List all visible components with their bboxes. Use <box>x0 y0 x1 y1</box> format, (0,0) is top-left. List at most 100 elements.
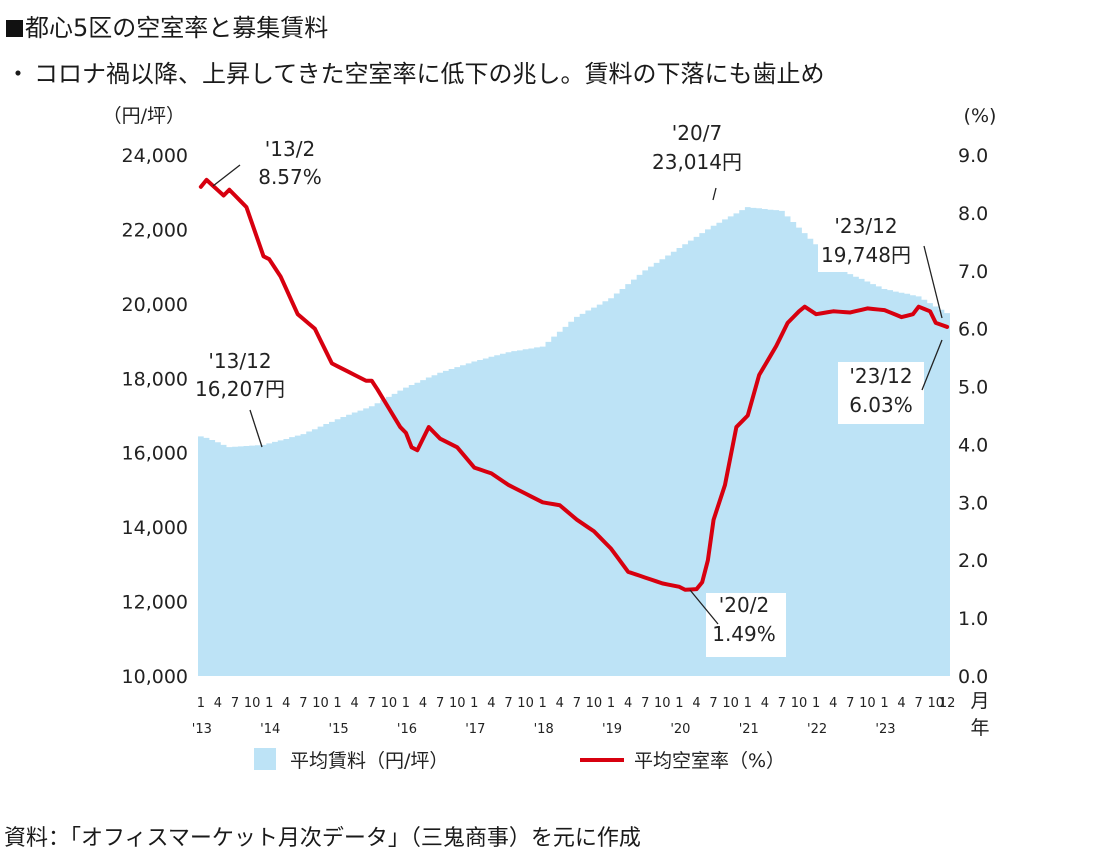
month-tick: 7 <box>368 696 376 711</box>
annotation-label: '20/2 <box>719 593 769 617</box>
legend: 平均賃料（円/坪） 平均空室率（%） <box>254 748 785 772</box>
month-tick: 1 <box>402 696 410 711</box>
annotation: '23/12 6.03% <box>838 339 943 424</box>
month-tick: 1 <box>607 696 615 711</box>
annotation-leader <box>923 245 943 319</box>
month-tick: 10 <box>312 696 329 711</box>
rent-area-series <box>198 207 950 676</box>
annotation-leader <box>212 164 241 187</box>
annotation-box <box>818 214 914 272</box>
annotation-box <box>838 362 924 424</box>
month-tick: 1 <box>470 696 478 711</box>
year-tick: '15 <box>329 722 349 737</box>
year-tick: '22 <box>807 722 827 737</box>
year-tick: '19 <box>602 722 622 737</box>
month-tick: 4 <box>897 696 905 711</box>
right-axis-tick: 9.0 <box>958 145 988 167</box>
annotation-label: '13/2 <box>265 137 315 161</box>
month-tick: 7 <box>846 696 854 711</box>
month-tick: 4 <box>761 696 769 711</box>
left-axis-unit: （円/坪） <box>103 105 185 127</box>
month-tick: 10 <box>927 696 944 711</box>
annotation-leader <box>689 589 719 625</box>
right-axis-tick: 6.0 <box>958 319 988 341</box>
right-axis-tick: 8.0 <box>958 203 988 225</box>
year-tick: '21 <box>739 722 759 737</box>
annotation-label: 1.49% <box>712 622 776 646</box>
chart-subtitle: ・コロナ禍以降、上昇してきた空室率に低下の兆し。賃料の下落にも歯止め <box>6 60 825 88</box>
year-tick: '14 <box>260 722 280 737</box>
annotation-leader <box>921 339 943 391</box>
month-tick: 4 <box>556 696 564 711</box>
month-tick: 7 <box>573 696 581 711</box>
annotation-box <box>706 593 786 657</box>
month-tick: 1 <box>675 696 683 711</box>
source-note: 資料：「オフィスマーケット月次データ」（三鬼商事）を元に作成 <box>4 826 641 851</box>
month-tick: 4 <box>214 696 222 711</box>
right-axis-tick: 7.0 <box>958 261 988 283</box>
annotation-label: 16,207円 <box>195 377 285 401</box>
annotation-layer: '13/2 8.57% '13/12 16,207円 '20/7 23,014円 '20/2… <box>195 121 943 657</box>
area-layer <box>198 207 950 676</box>
year-tick: '16 <box>397 722 417 737</box>
month-tick: 4 <box>624 696 632 711</box>
annotation-label: 8.57% <box>258 165 322 189</box>
left-axis-tick: 14,000 <box>122 517 188 539</box>
month-tick: 10 <box>381 696 398 711</box>
annotation: '20/7 23,014円 <box>652 121 742 201</box>
annotation-label: '23/12 <box>849 364 912 388</box>
chart-title: 都心5区の空室率と募集賃料 <box>6 8 328 43</box>
month-tick: 4 <box>419 696 427 711</box>
right-axis-tick: 4.0 <box>958 434 988 456</box>
legend-line-label: 平均空室率（%） <box>634 750 785 772</box>
month-tick: 7 <box>778 696 786 711</box>
month-tick: 10 <box>586 696 603 711</box>
left-axis-tick: 10,000 <box>122 666 188 688</box>
month-tick: 4 <box>692 696 700 711</box>
year-tick: '17 <box>465 722 485 737</box>
annotation-label: '23/12 <box>834 214 897 238</box>
year-tick: '20 <box>670 722 690 737</box>
right-axis-unit: (%) <box>964 105 997 127</box>
right-axis-tick: 2.0 <box>958 550 988 572</box>
month-tick: 10 <box>654 696 671 711</box>
right-axis-tick: 1.0 <box>958 608 988 630</box>
month-tick: 4 <box>282 696 290 711</box>
month-tick: 1 <box>265 696 273 711</box>
month-tick: 10 <box>791 696 808 711</box>
annotation: '23/12 19,748円 <box>818 214 943 319</box>
annotation-box <box>200 351 290 405</box>
month-tick: 1 <box>539 696 547 711</box>
month-tick: 7 <box>504 696 512 711</box>
annotation-leader <box>249 409 263 448</box>
annotation-label: '13/12 <box>208 349 271 373</box>
month-tick: 7 <box>436 696 444 711</box>
month-tick: 7 <box>641 696 649 711</box>
month-tick: 10 <box>244 696 261 711</box>
month-tick: 4 <box>487 696 495 711</box>
vacancy-line-series <box>198 177 950 592</box>
right-axis-tick: 5.0 <box>958 377 988 399</box>
month-tick: 7 <box>299 696 307 711</box>
left-axis-tick: 20,000 <box>122 294 188 316</box>
month-tick: 4 <box>829 696 837 711</box>
month-tick: 10 <box>517 696 534 711</box>
line-layer <box>198 177 950 592</box>
month-tick: 12 <box>939 696 956 711</box>
annotation-label: 19,748円 <box>821 243 911 267</box>
month-tick: 10 <box>722 696 739 711</box>
legend-area-swatch <box>254 748 276 770</box>
annotation-label: 6.03% <box>849 393 913 417</box>
year-tick: '18 <box>534 722 554 737</box>
annotation: '20/2 1.49% <box>689 589 786 657</box>
month-tick: 1 <box>197 696 205 711</box>
left-axis-tick: 12,000 <box>122 592 188 614</box>
month-tick: 10 <box>859 696 876 711</box>
month-tick: 1 <box>812 696 820 711</box>
legend-area-label: 平均賃料（円/坪） <box>290 750 448 772</box>
left-axis-tick: 18,000 <box>122 368 188 390</box>
right-axis-tick: 0.0 <box>958 666 988 688</box>
left-axis-tick: 16,000 <box>122 443 188 465</box>
month-tick: 7 <box>915 696 923 711</box>
